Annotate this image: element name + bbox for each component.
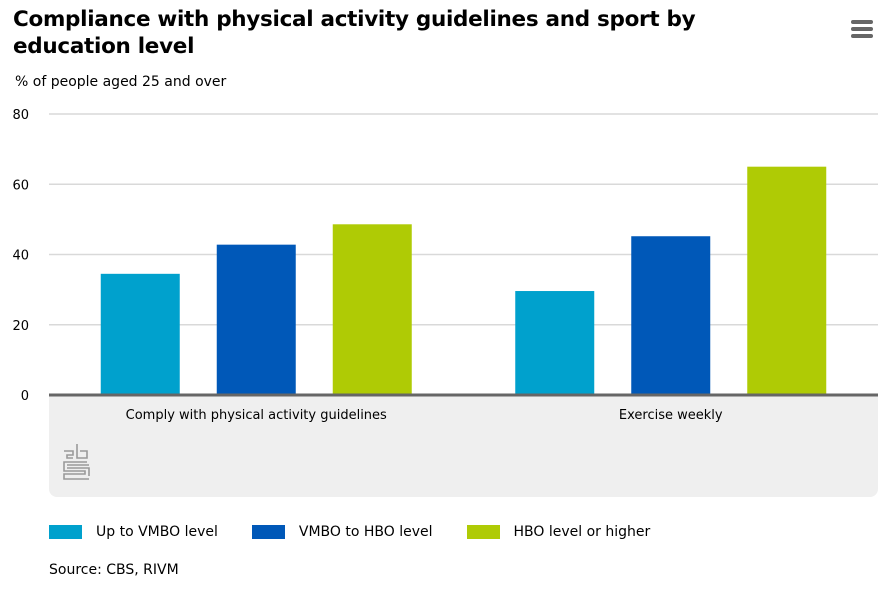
x-category-label: Comply with physical activity guidelines bbox=[126, 408, 387, 423]
legend-item-up-to-vmbo[interactable]: Up to VMBO level bbox=[49, 524, 218, 540]
y-tick-label: 0 bbox=[21, 389, 29, 404]
legend-item-vmbo-to-hbo[interactable]: VMBO to HBO level bbox=[251, 524, 433, 540]
bar[interactable] bbox=[100, 273, 180, 395]
chart-title: Compliance with physical activity guidel… bbox=[13, 7, 696, 59]
bar[interactable] bbox=[216, 244, 296, 395]
source-note: Source: CBS, RIVM bbox=[49, 562, 179, 578]
legend-swatch bbox=[251, 525, 285, 539]
category-label-band bbox=[49, 396, 878, 497]
bar[interactable] bbox=[747, 166, 827, 395]
category-label-band-top bbox=[49, 396, 878, 408]
legend: Up to VMBO level VMBO to HBO level HBO l… bbox=[49, 524, 684, 540]
menu-line bbox=[851, 27, 873, 31]
cbs-logo-icon bbox=[63, 444, 90, 480]
bar[interactable] bbox=[631, 236, 711, 395]
menu-line bbox=[851, 20, 873, 24]
y-tick-label: 20 bbox=[12, 319, 29, 334]
legend-label: HBO level or higher bbox=[513, 524, 651, 540]
y-tick-label: 80 bbox=[12, 108, 29, 123]
bar[interactable] bbox=[332, 224, 412, 395]
bar[interactable] bbox=[515, 291, 595, 395]
legend-swatch bbox=[466, 525, 500, 539]
hamburger-menu-icon[interactable] bbox=[849, 18, 875, 40]
chart-subtitle: % of people aged 25 and over bbox=[15, 74, 227, 90]
menu-line bbox=[851, 34, 873, 38]
legend-label: Up to VMBO level bbox=[96, 524, 218, 540]
legend-swatch bbox=[49, 525, 82, 539]
y-tick-label: 40 bbox=[12, 249, 29, 264]
legend-item-hbo-or-higher[interactable]: HBO level or higher bbox=[466, 524, 651, 540]
y-tick-label: 60 bbox=[12, 178, 29, 193]
bar-chart: 0 20 40 60 80 Comply with physical activity … bbox=[12, 108, 878, 497]
x-category-label: Exercise weekly bbox=[619, 408, 723, 423]
legend-label: VMBO to HBO level bbox=[298, 524, 433, 540]
